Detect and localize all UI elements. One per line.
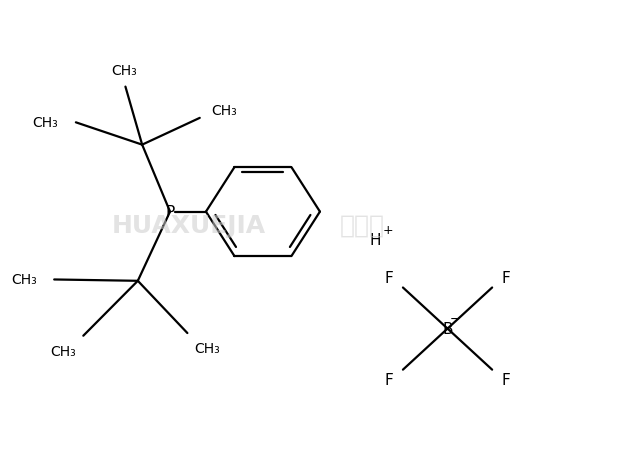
- Text: H: H: [370, 232, 381, 247]
- Text: F: F: [501, 271, 510, 285]
- Text: CH₃: CH₃: [194, 341, 220, 355]
- Text: +: +: [382, 223, 393, 236]
- Text: F: F: [385, 271, 394, 285]
- Text: HUAXUEJIA: HUAXUEJIA: [111, 213, 266, 238]
- Text: CH₃: CH₃: [212, 104, 238, 118]
- Text: CH₃: CH₃: [111, 64, 137, 78]
- Text: −: −: [450, 313, 460, 326]
- Text: 化学加: 化学加: [339, 213, 384, 238]
- Text: CH₃: CH₃: [51, 344, 76, 358]
- Text: CH₃: CH₃: [32, 116, 58, 130]
- Text: P: P: [166, 205, 174, 220]
- Text: F: F: [501, 372, 510, 387]
- Text: B: B: [442, 322, 452, 336]
- Text: F: F: [385, 372, 394, 387]
- Text: CH₃: CH₃: [12, 273, 38, 287]
